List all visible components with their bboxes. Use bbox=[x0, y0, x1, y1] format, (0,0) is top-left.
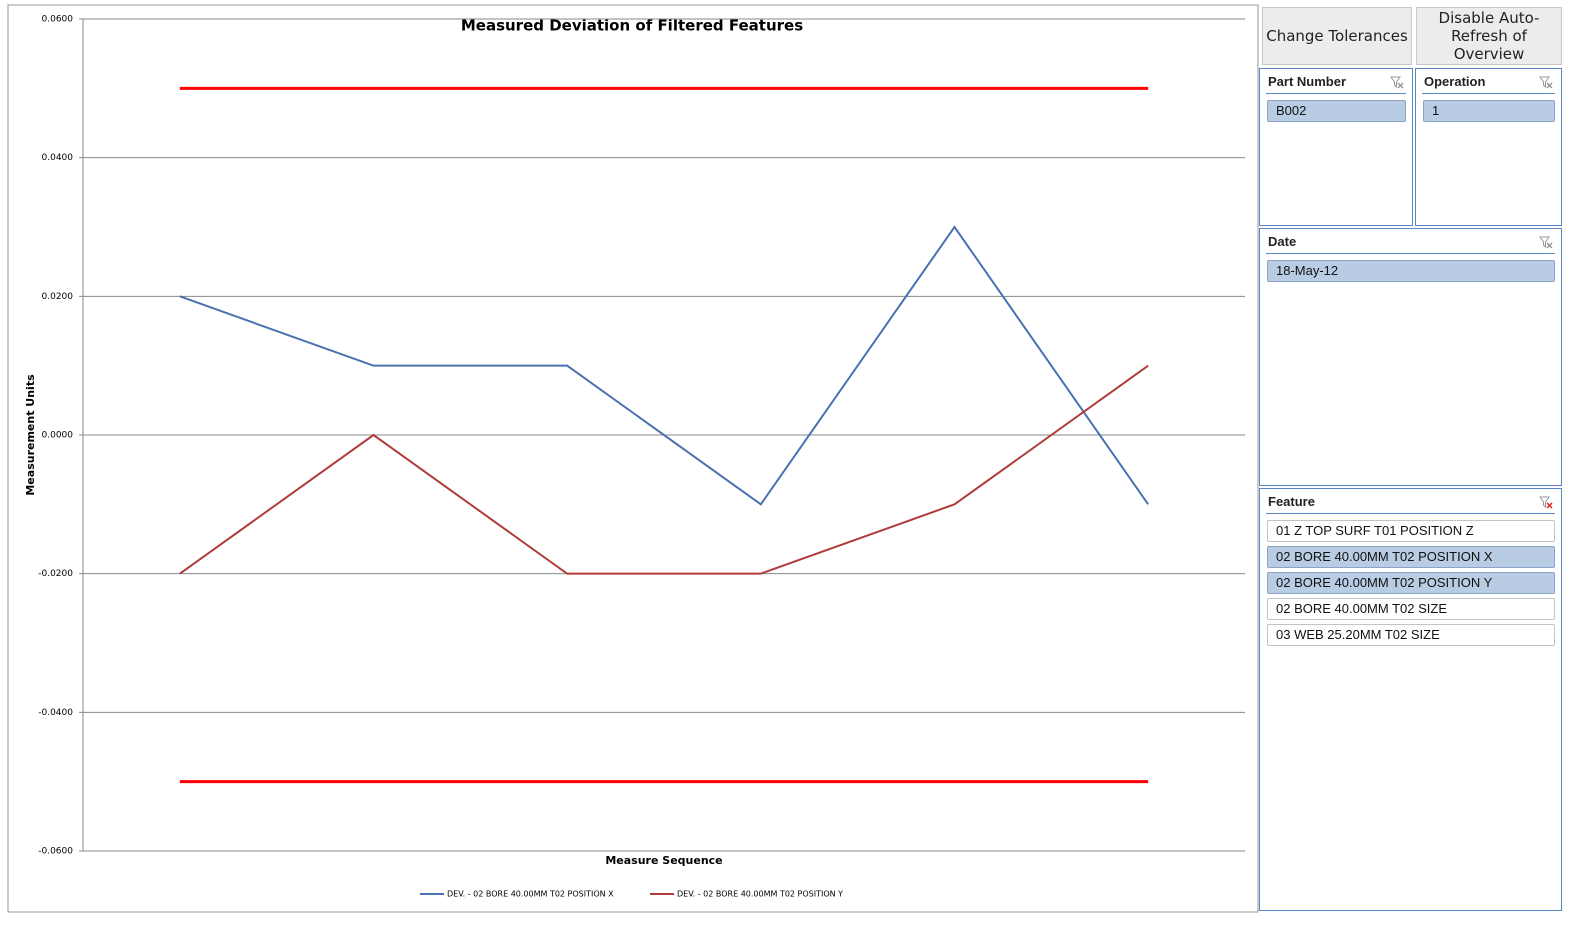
slicer: Operation 1 bbox=[1415, 68, 1562, 226]
slicer-item[interactable]: 18-May-12 bbox=[1267, 260, 1555, 282]
slicer-item[interactable]: 01 Z TOP SURF T01 POSITION Z bbox=[1267, 520, 1555, 542]
slicer-title: Feature bbox=[1268, 494, 1315, 509]
slicer-title: Date bbox=[1268, 234, 1297, 249]
slicer: Date 18-May-12 bbox=[1259, 228, 1562, 486]
x-axis-label: Measure Sequence bbox=[605, 854, 722, 867]
slicer: Feature 01 Z TOP SURF T01 POSITION Z 02 BO… bbox=[1259, 488, 1562, 911]
slicer-item[interactable]: B002 bbox=[1267, 100, 1406, 122]
slicer-header: Date bbox=[1266, 233, 1555, 254]
legend-label: DEV. - 02 BORE 40.00MM T02 POSITION Y bbox=[677, 890, 843, 899]
y-axis-label: Measurement Units bbox=[24, 374, 37, 496]
slicer-item[interactable]: 03 WEB 25.20MM T02 SIZE bbox=[1267, 624, 1555, 646]
slicer-header: Part Number bbox=[1266, 73, 1406, 94]
series-line bbox=[179, 225, 1149, 506]
legend-label: DEV. - 02 BORE 40.00MM T02 POSITION X bbox=[447, 890, 614, 899]
chart-title: Measured Deviation of Filtered Features bbox=[461, 17, 803, 35]
chart: Measured Deviation of Filtered Features … bbox=[7, 4, 1259, 913]
slicer-item[interactable]: 02 BORE 40.00MM T02 POSITION Y bbox=[1267, 572, 1555, 594]
slicer: Part Number B002 bbox=[1259, 68, 1413, 226]
slicer-header: Operation bbox=[1422, 73, 1555, 94]
slicer-item[interactable]: 02 BORE 40.00MM T02 SIZE bbox=[1267, 598, 1555, 620]
y-tick-label: 0.0400 bbox=[42, 153, 74, 163]
clear-filter[interactable] bbox=[1539, 495, 1553, 509]
slicer-item[interactable]: 1 bbox=[1423, 100, 1555, 122]
y-tick-label: -0.0400 bbox=[38, 708, 73, 718]
slicer-title: Part Number bbox=[1268, 74, 1347, 89]
series-line bbox=[179, 364, 1149, 575]
button[interactable]: Change Tolerances bbox=[1262, 7, 1412, 65]
y-tick-label: 0.0600 bbox=[42, 15, 74, 25]
y-tick-label: -0.0600 bbox=[38, 847, 73, 857]
slicer-header: Feature bbox=[1266, 493, 1555, 514]
clear-filter[interactable] bbox=[1390, 75, 1404, 89]
y-tick-label: -0.0200 bbox=[38, 569, 73, 579]
slicer-item[interactable]: 02 BORE 40.00MM T02 POSITION X bbox=[1267, 546, 1555, 568]
y-tick-label: 0.0000 bbox=[42, 431, 74, 441]
chart-frame bbox=[7, 4, 1259, 913]
clear-filter[interactable] bbox=[1539, 235, 1553, 249]
clear-filter[interactable] bbox=[1539, 75, 1553, 89]
button[interactable]: Disable Auto-Refresh of Overview bbox=[1416, 7, 1562, 65]
y-tick-label: 0.0200 bbox=[42, 292, 74, 302]
slicer-title: Operation bbox=[1424, 74, 1486, 89]
